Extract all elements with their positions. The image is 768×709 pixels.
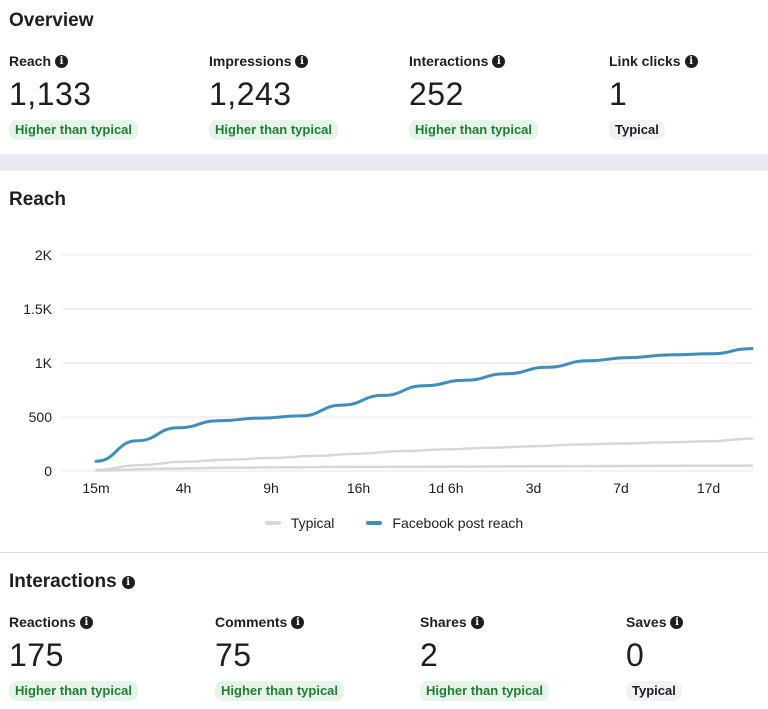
status-badge: Higher than typical (209, 120, 339, 140)
metric-value: 252 (409, 76, 464, 112)
info-icon[interactable]: i (670, 615, 684, 629)
legend-item-facebook-post-reach[interactable]: Facebook post reach (366, 515, 523, 531)
metric-label: Shares (420, 614, 467, 630)
metric-value: 175 (9, 637, 64, 673)
status-badge: Higher than typical (9, 120, 139, 140)
status-badge: Higher than typical (420, 681, 550, 701)
reach-line-chart: 0 500 1K 1.5K 2K 15m 4h 9h 16h 1d 6h 3d 7d 17d (23, 247, 754, 496)
overview-title: Overview (9, 10, 94, 31)
x-tick-label: 16h (347, 480, 370, 496)
legend-swatch (264, 521, 281, 525)
section-divider (0, 154, 768, 171)
info-icon[interactable]: i (295, 54, 309, 68)
metric-label: Link clicks (609, 53, 681, 69)
metric-value: 1,243 (209, 76, 292, 112)
metric-value: 1,133 (9, 76, 92, 112)
legend-swatch (366, 521, 383, 525)
metric-reach: Reach i 1,133 Higher than typical (9, 52, 199, 140)
status-badge: Typical (626, 681, 682, 701)
interactions-title: Interactions i (9, 571, 135, 593)
x-tick-label: 4h (176, 480, 192, 496)
y-tick-label: 1.5K (23, 301, 52, 317)
x-tick-label: 7d (613, 480, 629, 496)
metric-label: Comments (215, 614, 288, 630)
info-icon[interactable]: i (291, 615, 305, 629)
metric-reactions: Reactions i 175 Higher than typical (9, 613, 199, 701)
y-tick-label: 2K (35, 247, 53, 263)
x-tick-label: 17d (697, 480, 720, 496)
metric-value: 1 (609, 76, 628, 112)
metric-impressions: Impressions i 1,243 Higher than typical (209, 52, 399, 140)
x-tick-label: 15m (82, 480, 109, 496)
metric-label: Impressions (209, 53, 292, 69)
metric-value: 0 (626, 637, 645, 673)
metric-interactions: Interactions i 252 Higher than typical (409, 52, 599, 140)
info-icon[interactable]: i (684, 54, 698, 68)
metric-label: Interactions (409, 53, 489, 69)
series-line-typical-lower (94, 464, 754, 472)
metric-comments: Comments i 75 Higher than typical (215, 613, 405, 701)
y-tick-label: 500 (29, 409, 53, 425)
info-icon[interactable]: i (492, 54, 506, 68)
metric-value: 75 (215, 637, 252, 673)
section-divider (0, 552, 768, 553)
series-line-facebook-post-reach (94, 347, 754, 463)
info-icon[interactable]: i (470, 615, 484, 629)
status-badge: Typical (609, 120, 665, 140)
info-icon[interactable]: i (121, 575, 135, 589)
chart-legend: Typical Facebook post reach (0, 515, 768, 531)
status-badge: Higher than typical (215, 681, 345, 701)
y-tick-label: 1K (35, 355, 53, 371)
reach-title: Reach (9, 189, 67, 210)
metric-value: 2 (420, 637, 439, 673)
metric-label: Reach (9, 53, 52, 69)
x-tick-label: 9h (263, 480, 279, 496)
series-line-typical (94, 437, 754, 472)
metric-saves: Saves i 0 Typical (626, 613, 768, 701)
legend-item-typical[interactable]: Typical (264, 515, 334, 531)
metric-label: Reactions (9, 614, 76, 630)
status-badge: Higher than typical (9, 681, 139, 701)
status-badge: Higher than typical (409, 120, 539, 140)
x-tick-label: 1d 6h (428, 480, 463, 496)
metric-label: Saves (626, 614, 667, 630)
info-icon[interactable]: i (55, 54, 69, 68)
metric-shares: Shares i 2 Higher than typical (420, 613, 610, 701)
y-tick-label: 0 (44, 463, 52, 479)
info-icon[interactable]: i (79, 615, 93, 629)
metric-link-clicks: Link clicks i 1 Typical (609, 52, 768, 140)
x-tick-label: 3d (526, 480, 542, 496)
